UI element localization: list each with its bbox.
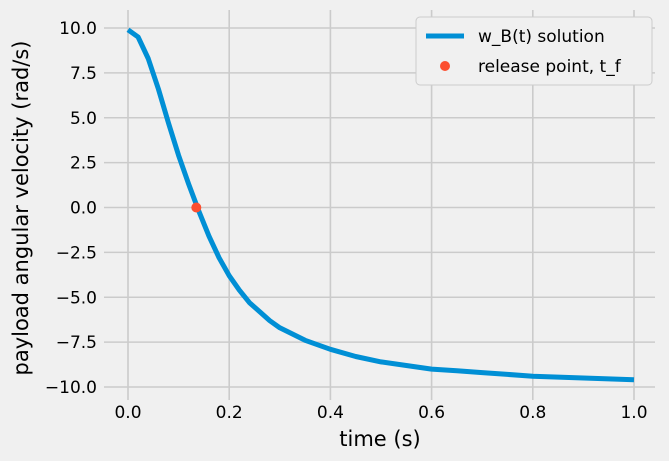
y-axis-label: payload angular velocity (rad/s) bbox=[9, 41, 33, 376]
legend-entry-point: release point, t_f bbox=[478, 57, 622, 77]
release-point-marker bbox=[191, 202, 202, 213]
y-tick-label: −2.5 bbox=[56, 243, 97, 263]
y-tick-label: 2.5 bbox=[70, 154, 97, 174]
series-line bbox=[126, 27, 635, 383]
y-tick-labels: 10.0 7.5 5.0 2.5 0.0 −2.5 −5.0 −7.5 −10.0 bbox=[45, 19, 97, 398]
x-tick-labels: 0.0 0.2 0.4 0.6 0.8 1.0 bbox=[114, 403, 647, 423]
y-tick-label: 0.0 bbox=[70, 199, 97, 219]
x-tick-label: 0.8 bbox=[519, 403, 546, 423]
y-tick-label: −5.0 bbox=[56, 288, 97, 308]
y-tick-label: 10.0 bbox=[59, 19, 97, 39]
plot-area bbox=[126, 27, 635, 383]
legend: w_B(t) solution release point, t_f bbox=[415, 16, 653, 86]
y-tick-label: 7.5 bbox=[70, 64, 97, 84]
legend-point-swatch bbox=[440, 61, 450, 71]
x-tick-label: 0.2 bbox=[216, 403, 243, 423]
x-tick-label: 0.4 bbox=[317, 403, 344, 423]
legend-entry-series: w_B(t) solution bbox=[478, 27, 605, 47]
x-tick-label: 0.0 bbox=[114, 403, 141, 423]
legend-frame bbox=[415, 16, 653, 86]
y-tick-label: −7.5 bbox=[56, 333, 97, 353]
grid bbox=[104, 10, 655, 400]
y-tick-label: 5.0 bbox=[70, 109, 97, 129]
x-tick-label: 1.0 bbox=[620, 403, 647, 423]
x-axis-label: time (s) bbox=[339, 427, 420, 451]
x-tick-label: 0.6 bbox=[418, 403, 445, 423]
y-tick-label: −10.0 bbox=[45, 378, 97, 398]
